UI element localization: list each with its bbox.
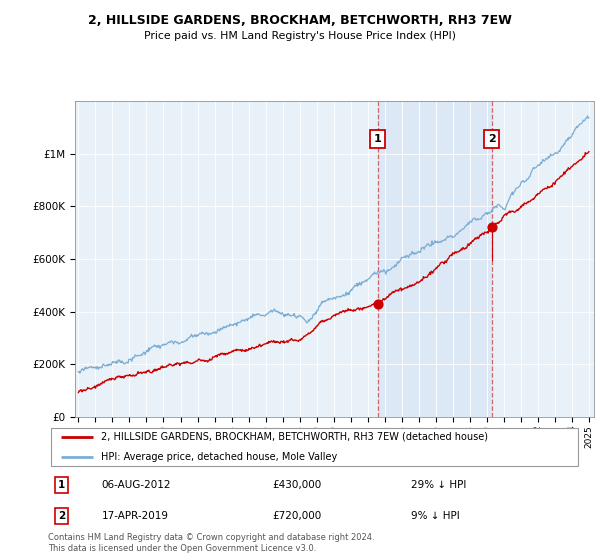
Text: 9% ↓ HPI: 9% ↓ HPI	[411, 511, 460, 521]
Text: 2: 2	[58, 511, 65, 521]
Point	[487, 223, 497, 232]
FancyBboxPatch shape	[50, 428, 578, 465]
Text: 06-AUG-2012: 06-AUG-2012	[101, 480, 171, 490]
Text: 2: 2	[488, 134, 496, 144]
Text: Price paid vs. HM Land Registry's House Price Index (HPI): Price paid vs. HM Land Registry's House …	[144, 31, 456, 41]
Text: 2, HILLSIDE GARDENS, BROCKHAM, BETCHWORTH, RH3 7EW (detached house): 2, HILLSIDE GARDENS, BROCKHAM, BETCHWORT…	[101, 432, 488, 441]
Text: Contains HM Land Registry data © Crown copyright and database right 2024.
This d: Contains HM Land Registry data © Crown c…	[48, 533, 374, 553]
Point	[373, 300, 383, 309]
Text: 29% ↓ HPI: 29% ↓ HPI	[411, 480, 466, 490]
Text: 2, HILLSIDE GARDENS, BROCKHAM, BETCHWORTH, RH3 7EW: 2, HILLSIDE GARDENS, BROCKHAM, BETCHWORT…	[88, 14, 512, 27]
Text: 1: 1	[374, 134, 382, 144]
Text: 17-APR-2019: 17-APR-2019	[101, 511, 169, 521]
Text: 1: 1	[58, 480, 65, 490]
Text: £430,000: £430,000	[272, 480, 322, 490]
Text: HPI: Average price, detached house, Mole Valley: HPI: Average price, detached house, Mole…	[101, 452, 338, 461]
Bar	[378, 101, 492, 417]
Text: £720,000: £720,000	[272, 511, 322, 521]
